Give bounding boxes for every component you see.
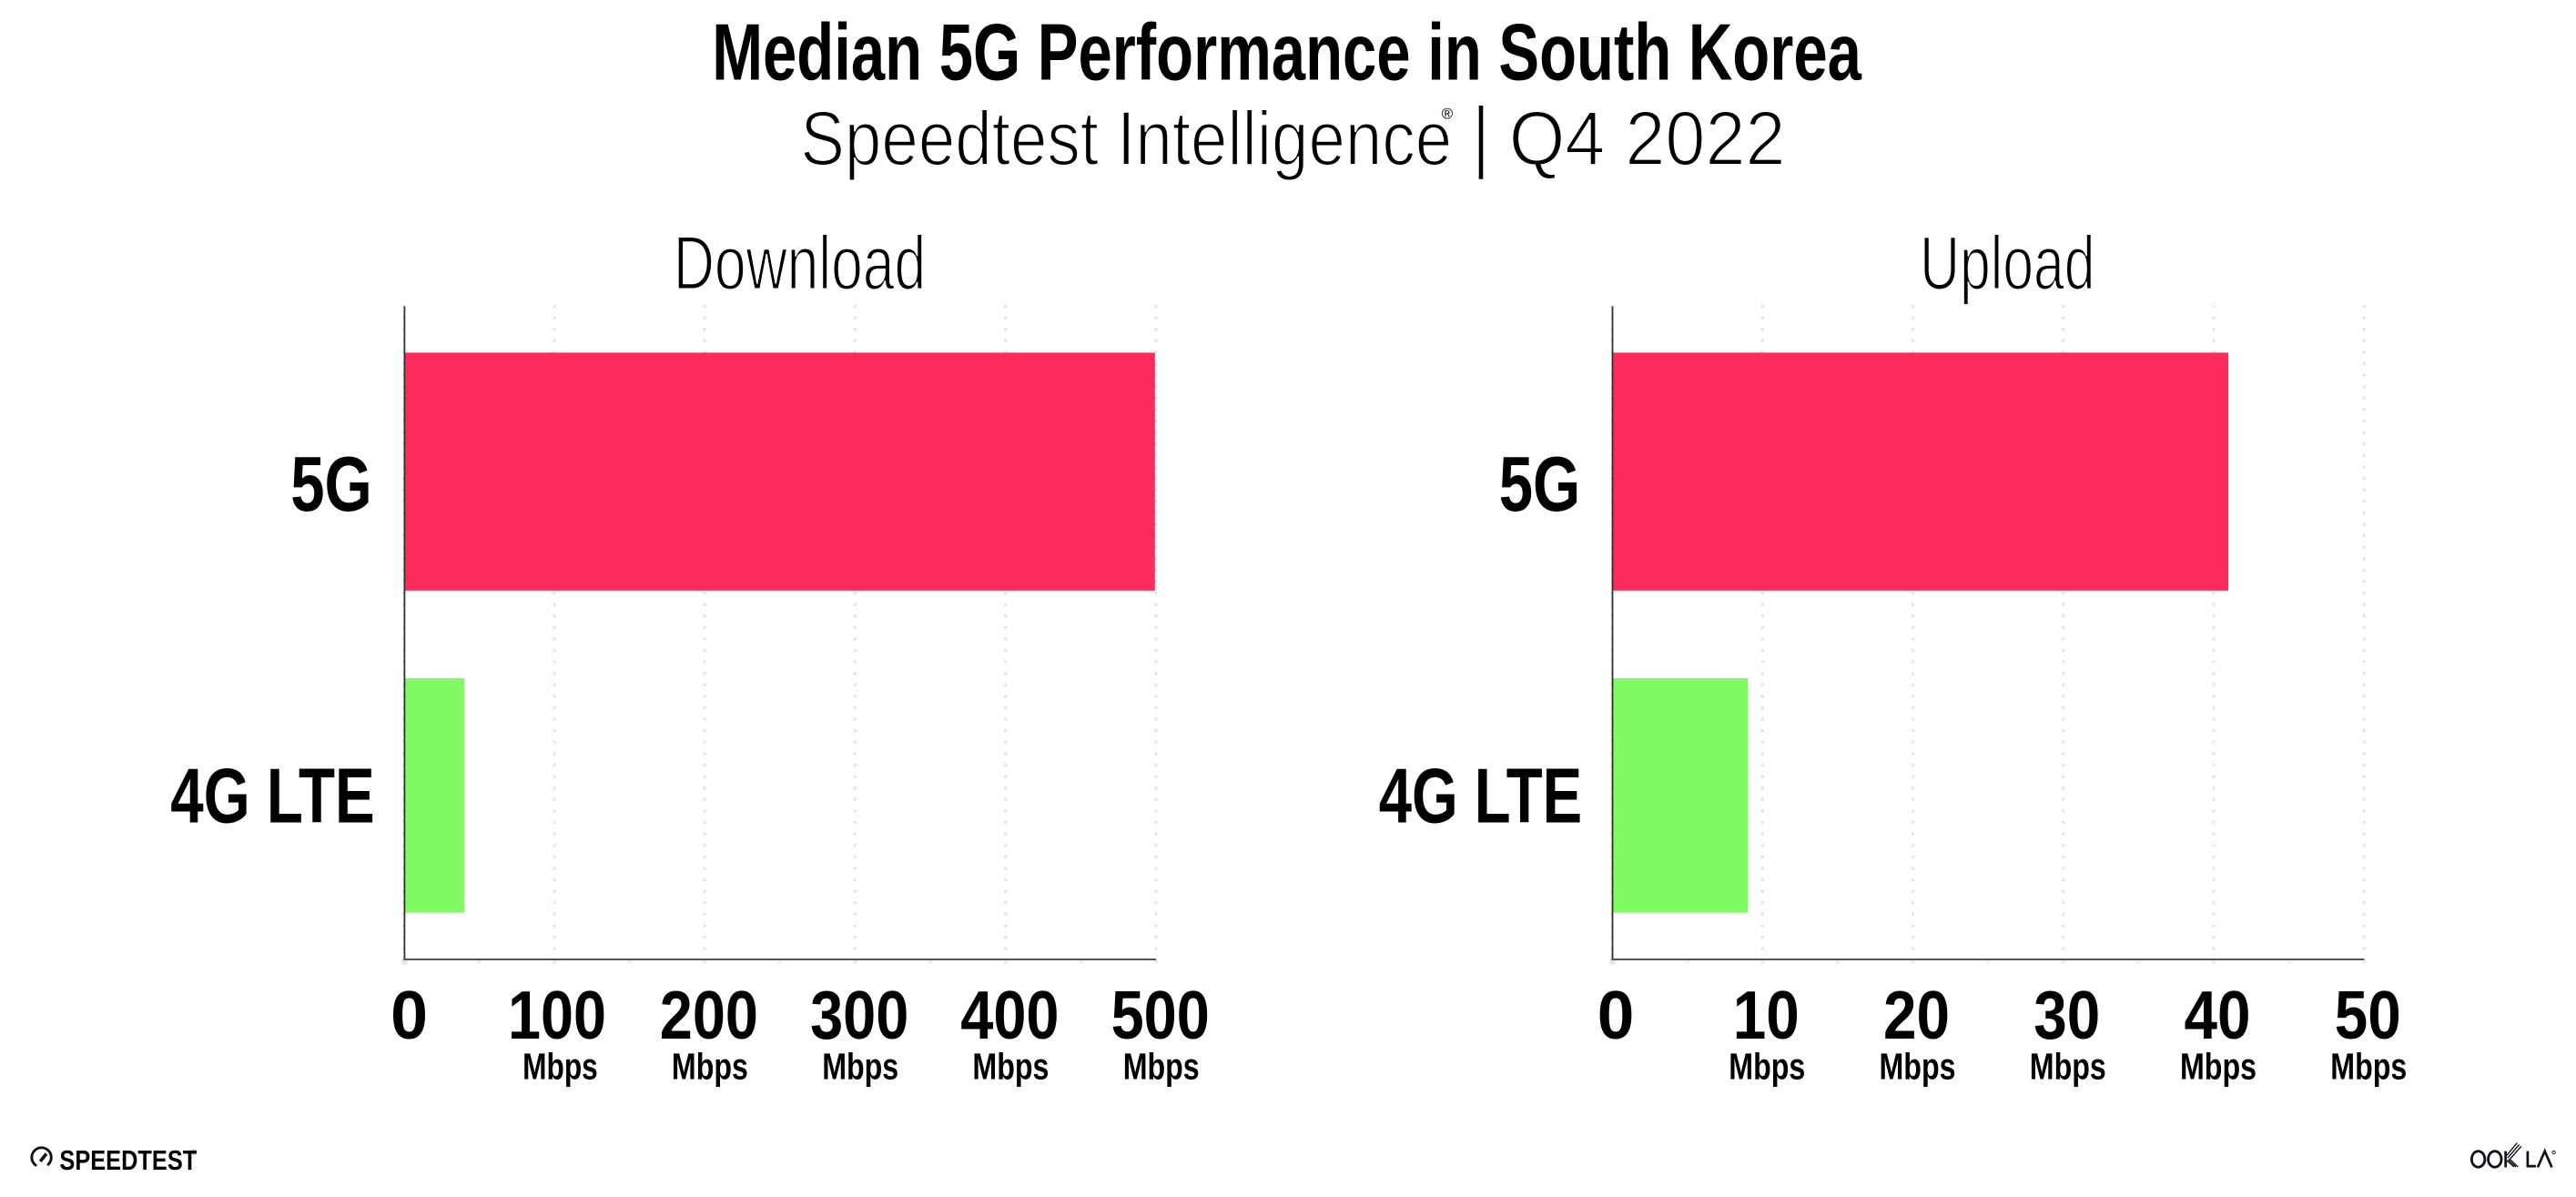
svg-text:100: 100	[508, 977, 606, 1053]
svg-text:0: 0	[390, 977, 428, 1053]
svg-text:Median 5G Performance in South: Median 5G Performance in South Korea	[712, 7, 1861, 97]
svg-text:Mbps: Mbps	[822, 1045, 898, 1087]
svg-text:®: ®	[191, 1149, 197, 1157]
svg-text:Mbps: Mbps	[672, 1045, 748, 1087]
svg-text:Mbps: Mbps	[522, 1045, 598, 1087]
svg-text:Mbps: Mbps	[2030, 1045, 2106, 1087]
svg-text:Mbps: Mbps	[972, 1045, 1049, 1087]
svg-text:40: 40	[2185, 977, 2251, 1053]
svg-text:200: 200	[660, 977, 758, 1053]
svg-text:20: 20	[1883, 977, 1950, 1053]
svg-text:10: 10	[1733, 977, 1800, 1053]
svg-text:SPEEDTEST: SPEEDTEST	[59, 1145, 197, 1176]
svg-text:5G: 5G	[290, 441, 372, 528]
svg-text:500: 500	[1111, 977, 1210, 1053]
svg-text:4G LTE: 4G LTE	[170, 754, 374, 840]
svg-text:4G LTE: 4G LTE	[1379, 754, 1582, 840]
svg-text:Upload: Upload	[1920, 220, 2094, 306]
svg-text:50: 50	[2335, 977, 2401, 1053]
svg-text:400: 400	[960, 977, 1059, 1053]
svg-text:30: 30	[2033, 977, 2100, 1053]
svg-text:5G: 5G	[1499, 441, 1581, 528]
svg-text:®: ®	[1442, 106, 1454, 123]
svg-text:Mbps: Mbps	[1880, 1045, 1956, 1087]
svg-text:Mbps: Mbps	[1123, 1045, 1200, 1087]
svg-text:Mbps: Mbps	[2180, 1045, 2257, 1087]
svg-text:300: 300	[810, 977, 908, 1053]
svg-text:Q4 2022: Q4 2022	[1509, 96, 1786, 181]
svg-text:Mbps: Mbps	[2330, 1045, 2407, 1087]
svg-text:0: 0	[1597, 977, 1635, 1053]
svg-text:Download: Download	[674, 220, 926, 306]
svg-text:Mbps: Mbps	[1729, 1045, 1805, 1087]
svg-text:Speedtest Intelligence: Speedtest Intelligence	[800, 96, 1452, 181]
